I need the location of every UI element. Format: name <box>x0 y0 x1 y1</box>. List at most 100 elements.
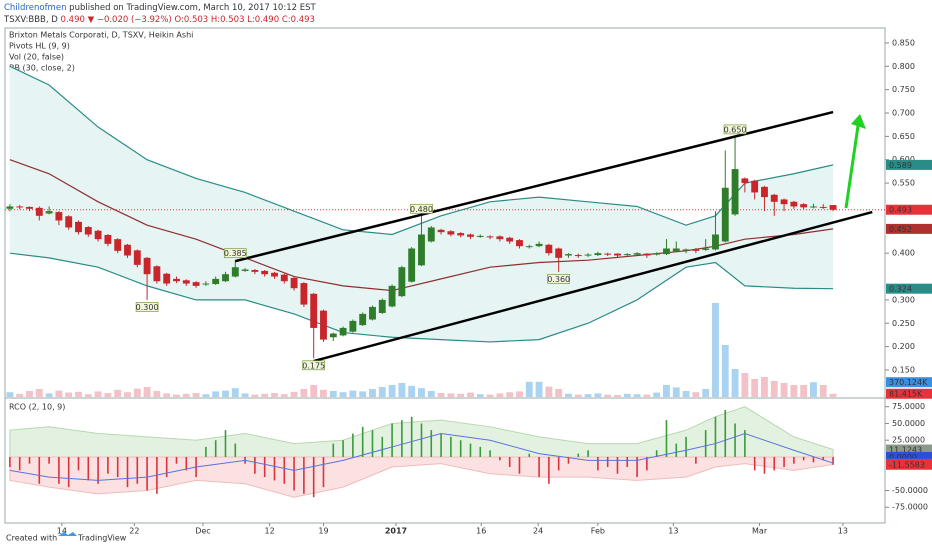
arrow-head <box>851 114 866 129</box>
volume-bar <box>124 392 131 397</box>
candle-body <box>447 231 455 235</box>
x-tick-label: 16 <box>476 527 486 536</box>
candle-body <box>300 283 308 305</box>
y-tick-label: 0.750 <box>892 85 915 94</box>
candle-body <box>643 253 651 256</box>
rco-tag: 11.1243 <box>889 446 922 455</box>
volume-bar <box>408 385 416 397</box>
volume-tag: 370.124K <box>889 378 928 387</box>
candle-body <box>761 186 768 198</box>
pivot-label: 0.300 <box>136 303 159 312</box>
header-line: Childrenofmen published on TradingView.c… <box>4 3 316 13</box>
y-tick-label: 0.550 <box>892 179 915 188</box>
volume-bar <box>173 394 180 397</box>
volume-bar <box>457 393 465 397</box>
candle-body <box>584 254 592 256</box>
volume-bar <box>506 392 514 397</box>
candle-body <box>349 320 357 332</box>
candle-body <box>614 253 621 256</box>
x-tick-label: 14 <box>57 527 67 536</box>
bb-fill <box>9 66 834 342</box>
candle-body <box>741 178 749 184</box>
volume-bar <box>378 387 386 397</box>
candle-body <box>241 269 249 271</box>
change: 0.490 ▼ −0.020 (−3.92%) <box>61 15 172 25</box>
candle-body <box>819 206 827 208</box>
candle-body <box>623 254 631 256</box>
candle-body <box>790 201 798 207</box>
volume-bar <box>241 393 249 397</box>
volume-bar <box>222 390 229 397</box>
volume-bar <box>280 394 288 397</box>
candle-body <box>800 204 808 208</box>
volume-bar <box>770 381 778 397</box>
volume-bar <box>55 390 63 397</box>
volume-bar <box>261 393 269 397</box>
candle-body <box>555 248 563 258</box>
volume-bar <box>584 394 592 397</box>
candle-body <box>565 254 572 256</box>
volume-tag-bg <box>886 388 932 399</box>
volume-bar <box>761 377 768 397</box>
volume-bar <box>84 394 92 397</box>
y-tick-label: 0.250 <box>892 319 915 328</box>
candle-body <box>16 206 24 208</box>
volume-bar <box>202 394 210 397</box>
volume-bar <box>574 394 582 397</box>
candle-body <box>604 253 612 255</box>
volume-bar <box>16 393 24 397</box>
candle-body <box>104 234 112 244</box>
candle-body <box>672 248 680 252</box>
candle-body <box>388 285 396 307</box>
candle-body <box>261 270 269 275</box>
x-tick-label: Feb <box>591 527 605 536</box>
y-tick-label: 0.650 <box>892 132 915 141</box>
ohlc: O:0.503 H:0.503 L:0.490 C:0.493 <box>174 15 315 25</box>
symbol: TSXV:BBB, D <box>3 15 58 25</box>
volume-bar <box>231 388 239 397</box>
pivot-label: 0.650 <box>724 125 747 134</box>
candle-body <box>6 206 14 209</box>
volume-bar <box>555 389 563 397</box>
footer-brand[interactable]: TradingView <box>77 534 127 543</box>
candle-body <box>437 229 445 233</box>
candle-body <box>829 205 837 210</box>
volume-bar <box>810 382 817 397</box>
candle-body <box>369 306 376 320</box>
candle-body <box>398 267 406 297</box>
volume-bar <box>271 393 278 397</box>
author[interactable]: Childrenofmen <box>4 3 66 13</box>
candle-body <box>329 333 337 338</box>
candle-body <box>467 234 474 237</box>
candle-body <box>712 234 719 250</box>
pivot-box <box>302 360 326 371</box>
pivot-label: 0.175 <box>302 361 325 370</box>
volume-bar <box>65 392 73 397</box>
volume-bar <box>800 385 808 397</box>
candle-body <box>810 206 817 208</box>
candle-body <box>133 250 141 265</box>
x-tick-label: 12 <box>264 527 274 536</box>
candle-body <box>45 211 53 214</box>
volume-bar <box>104 393 112 397</box>
volume-bar <box>329 391 337 397</box>
pivot-label: 0.385 <box>224 249 247 258</box>
volume-bar <box>535 381 543 397</box>
candle-body <box>594 253 602 256</box>
volume-bar <box>545 386 553 397</box>
volume-bar <box>721 345 729 397</box>
volume-bar <box>751 379 759 397</box>
candle-body <box>574 255 582 257</box>
volume-bar <box>114 389 122 397</box>
candle-body <box>26 206 33 209</box>
volume-bar <box>741 373 749 397</box>
price-tag-bg <box>886 204 932 215</box>
trendline <box>234 110 834 263</box>
candle-body <box>163 273 171 284</box>
volume-bar <box>819 385 827 397</box>
volume-bar <box>339 392 347 397</box>
volume-bar <box>516 391 523 397</box>
volume-bar <box>94 391 102 397</box>
rco-tick-label: -50.0000 <box>892 486 928 495</box>
footer-created: Created with <box>6 534 57 543</box>
